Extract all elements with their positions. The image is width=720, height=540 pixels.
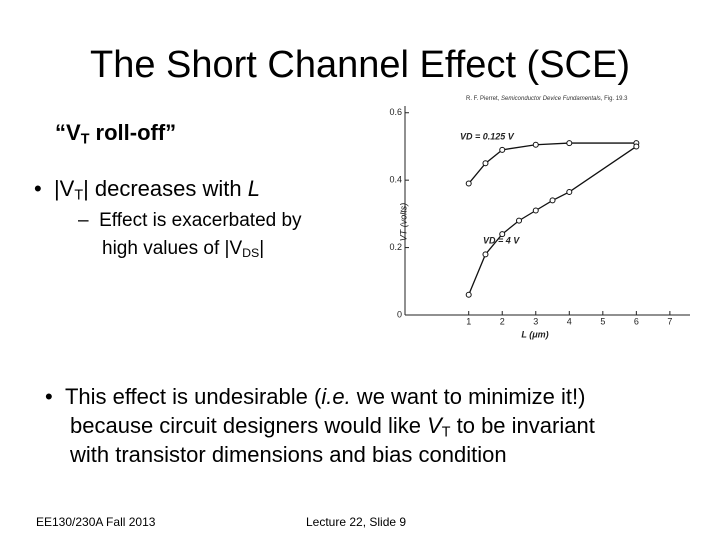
y-tick-label: 0 — [397, 309, 402, 319]
text: Effect is exacerbated by — [99, 210, 302, 231]
point — [516, 217, 522, 224]
x-axis-label: L (μm) — [521, 329, 548, 339]
y-tick-label: 0.2 — [389, 242, 402, 252]
series-label: VD = 4 V — [483, 235, 520, 245]
subtitle: “VT roll-off” — [55, 120, 176, 148]
subscript: T — [74, 187, 84, 204]
bullet: • This effect is undesirable (i.e. we wa… — [45, 384, 586, 409]
series-line — [468, 142, 637, 184]
x-tick-label: 1 — [466, 316, 471, 326]
point — [566, 188, 573, 195]
y-tick-label: 0.6 — [389, 107, 402, 117]
point — [532, 207, 539, 214]
y-tick-label: 0.4 — [389, 175, 402, 185]
x-tick-label: 7 — [667, 316, 672, 326]
point — [482, 160, 489, 167]
x-tick-label: 3 — [533, 316, 538, 326]
point — [482, 251, 489, 258]
text: This effect is undesirable ( — [64, 384, 322, 409]
text: with transistor dimensions and bias cond… — [70, 442, 507, 467]
bullet-line: because circuit designers would like VT … — [70, 413, 595, 441]
text: to be invariant — [450, 413, 595, 438]
x-tick-label: 6 — [634, 316, 639, 326]
subscript: T — [441, 424, 451, 441]
point — [499, 146, 506, 153]
point — [633, 143, 640, 150]
point — [532, 141, 539, 148]
x-tick-label: 2 — [500, 316, 505, 326]
text: high values of |V — [102, 238, 243, 259]
footer-center: Lecture 22, Slide 9 — [306, 515, 407, 529]
citation-text: , Fig. 19.3 — [600, 96, 628, 102]
text: |V — [53, 176, 75, 201]
footer-left: EE130/230A Fall 2013 — [36, 515, 156, 529]
x-tick-label: 4 — [567, 316, 572, 326]
citation-text: R. F. Pierret, — [466, 96, 502, 102]
text: i.e. — [321, 384, 351, 409]
point — [549, 197, 556, 204]
text: V — [427, 413, 442, 438]
text: L — [247, 176, 260, 201]
series-label: VD = 0.125 V — [460, 131, 515, 141]
subscript: DS — [242, 246, 260, 261]
citation: R. F. Pierret, Semiconductor Device Fund… — [466, 96, 627, 102]
x-tick-label: 5 — [600, 316, 605, 326]
y-axis-label: VT (volts) — [398, 203, 408, 242]
sub-bullet-line: high values of |VDS| — [102, 238, 264, 260]
series-line — [468, 145, 637, 296]
point — [465, 180, 472, 187]
text: | — [259, 238, 265, 259]
bullet-line: with transistor dimensions and bias cond… — [70, 442, 507, 468]
text: we want to minimize it!) — [350, 384, 586, 409]
text: roll-off” — [89, 120, 177, 145]
subscript: T — [80, 131, 90, 148]
bullet: • |VT| decreases with L — [34, 176, 260, 204]
title: The Short Channel Effect (SCE) — [90, 44, 630, 86]
point — [499, 231, 506, 238]
point — [566, 140, 573, 147]
text: | decreases with — [83, 176, 248, 201]
text: because circuit designers would like — [70, 413, 428, 438]
text: “V — [55, 120, 81, 145]
sub-bullet: – Effect is exacerbated by — [78, 210, 302, 231]
citation-book: Semiconductor Device Fundamentals — [501, 96, 601, 102]
point — [465, 291, 472, 298]
